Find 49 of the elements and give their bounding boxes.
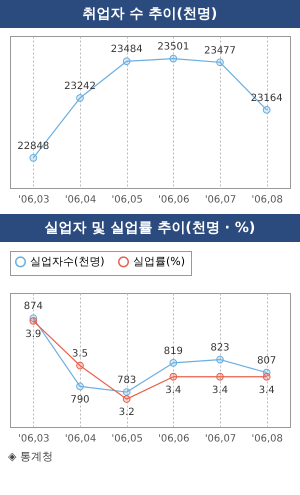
point: [76, 362, 84, 370]
data-label: 23484: [110, 44, 143, 56]
point: [29, 317, 38, 325]
x-tick-label: '06,07: [204, 434, 236, 444]
point: [122, 395, 131, 403]
x-tick-label: '06,04: [64, 434, 96, 444]
legend-label: 실업자수(천명): [30, 254, 105, 268]
point: [169, 372, 178, 381]
data-label: 807: [257, 356, 276, 367]
data-label: 23501: [157, 42, 190, 53]
data-label: 3.9: [25, 328, 42, 340]
x-tick-label: '06,05: [111, 194, 143, 206]
text: ◈ 통계청: [7, 449, 54, 465]
x-tick-label: '06,03: [18, 434, 50, 444]
legend-label: 실업률(%): [133, 254, 186, 268]
data-label: 783: [117, 375, 136, 386]
point: [262, 106, 271, 114]
x-tick-label: '06,06: [158, 194, 190, 206]
x-tick-label: '06,06: [158, 434, 190, 444]
point: [29, 154, 38, 162]
point: [216, 372, 224, 381]
chart-title: 실업자 및 실업률 추이(천명 · %): [0, 214, 300, 242]
point: [76, 94, 84, 102]
point: [262, 372, 271, 381]
data-label: 3.4: [258, 384, 275, 396]
x-tick-label: '06,03: [18, 194, 50, 206]
point: [169, 54, 178, 62]
x-tick-label: '06,07: [204, 194, 236, 206]
data-label: 874: [24, 301, 43, 312]
point: [216, 58, 224, 66]
point: [169, 358, 178, 367]
point: [122, 388, 131, 396]
x-tick-label: '06,05: [111, 434, 143, 444]
data-label: 3.5: [72, 348, 88, 360]
x-tick-label: '06,08: [251, 194, 283, 206]
data-label: 823: [210, 342, 230, 354]
data-label: 3.2: [118, 407, 135, 418]
data-label: 3.4: [165, 384, 182, 396]
data-label: 3.4: [212, 384, 228, 396]
data-label: 819: [164, 346, 183, 357]
point: [76, 382, 84, 390]
x-tick-label: '06,08: [251, 434, 283, 444]
data-label: 790: [70, 394, 90, 406]
point: [122, 57, 131, 66]
data-label: 23242: [64, 81, 96, 92]
point: [216, 356, 224, 364]
chart-title: 취업자 수 추이(천명): [0, 0, 300, 28]
x-tick-label: '06,04: [64, 194, 96, 206]
data-label: 23477: [204, 45, 236, 56]
